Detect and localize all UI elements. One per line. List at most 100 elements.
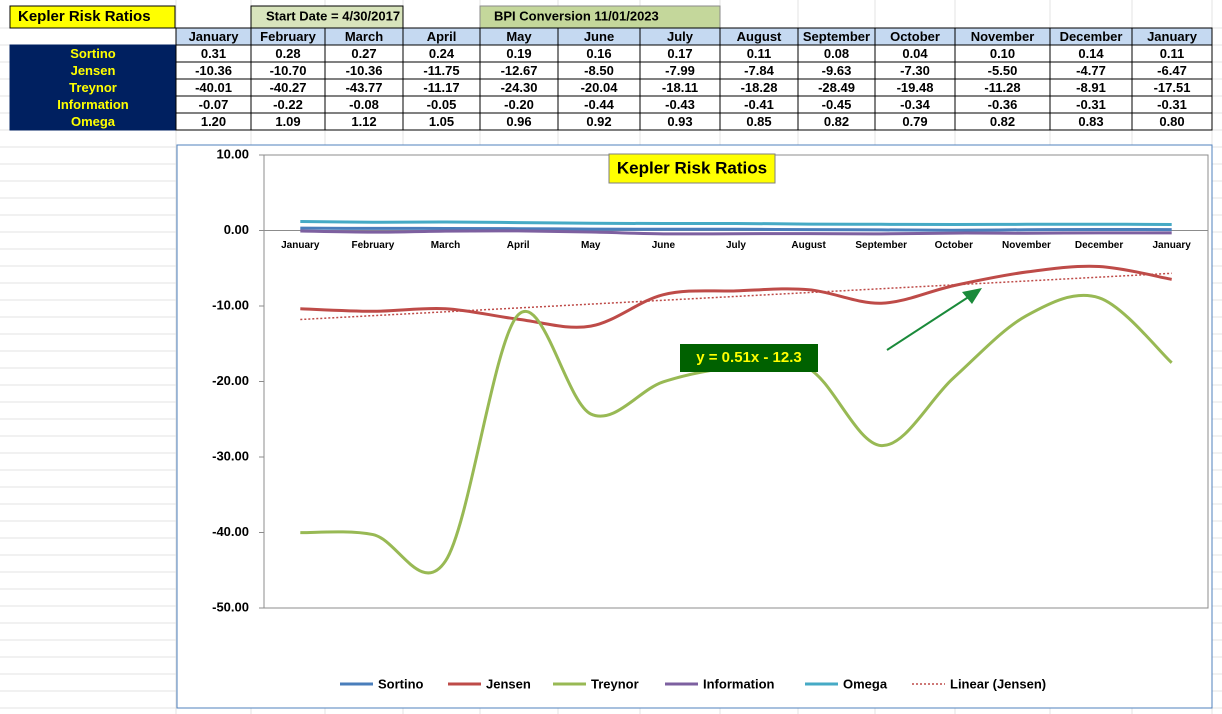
y-tick-label: -50.00 xyxy=(212,599,249,614)
x-tick-label: May xyxy=(581,240,601,251)
cell-value: -7.99 xyxy=(665,63,695,78)
x-tick-label: September xyxy=(855,240,907,251)
cell-value: -8.91 xyxy=(1076,80,1106,95)
column-header: April xyxy=(427,29,457,44)
cell-value: 0.10 xyxy=(990,46,1015,61)
cell-value: -10.36 xyxy=(195,63,232,78)
row-label: Treynor xyxy=(69,80,117,95)
cell-value: -0.43 xyxy=(665,97,695,112)
cell-value: 1.20 xyxy=(201,114,226,129)
conversion: BPI Conversion 11/01/2023 xyxy=(494,8,659,23)
column-header: August xyxy=(737,29,782,44)
cell-value: -40.01 xyxy=(195,80,232,95)
cell-value: -0.08 xyxy=(349,97,379,112)
cell-value: 0.24 xyxy=(429,46,455,61)
cell-value: -18.11 xyxy=(662,80,698,95)
cell-value: 0.82 xyxy=(990,114,1015,129)
title-cell xyxy=(9,5,176,29)
y-tick-label: -30.00 xyxy=(212,448,249,463)
legend-label: Linear (Jensen) xyxy=(950,676,1046,691)
cell-value: -43.77 xyxy=(346,80,383,95)
cell-value: -11.17 xyxy=(423,80,459,95)
chart-title-box xyxy=(608,153,776,184)
cell-value: 0.80 xyxy=(1159,114,1184,129)
cell-value: -8.50 xyxy=(584,63,614,78)
cell-value: -12.67 xyxy=(501,63,538,78)
row-label: Jensen xyxy=(71,63,116,78)
row-label: Sortino xyxy=(70,46,116,61)
cell-value: -0.31 xyxy=(1157,97,1187,112)
cell-value: -4.77 xyxy=(1076,63,1106,78)
x-tick-label: March xyxy=(431,240,460,251)
y-tick-label: -20.00 xyxy=(212,373,249,388)
column-header: December xyxy=(1060,29,1123,44)
x-tick-label: June xyxy=(652,240,676,251)
cell-value: 1.05 xyxy=(429,114,454,129)
y-tick-label: -40.00 xyxy=(212,524,249,539)
x-tick-label: December xyxy=(1075,240,1123,251)
cell-value: -20.04 xyxy=(581,80,619,95)
cell-value: -0.36 xyxy=(988,97,1018,112)
x-tick-label: January xyxy=(281,240,320,251)
arrow-head xyxy=(962,288,982,304)
x-tick-label: January xyxy=(1153,240,1192,251)
cell-value: 0.08 xyxy=(824,46,849,61)
column-header: January xyxy=(1147,29,1198,44)
cell-value: -40.27 xyxy=(270,80,307,95)
x-tick-label: July xyxy=(726,240,746,251)
cell-value: -18.28 xyxy=(741,80,778,95)
cell-value: -28.49 xyxy=(818,80,855,95)
x-tick-label: October xyxy=(935,240,973,251)
cell-value: 1.12 xyxy=(351,114,376,129)
cell-value: -11.75 xyxy=(423,63,459,78)
legend-label: Sortino xyxy=(378,676,424,691)
cell-value: 0.11 xyxy=(1160,46,1185,61)
column-header: July xyxy=(667,29,694,44)
column-header: February xyxy=(260,29,316,44)
x-tick-label: August xyxy=(791,240,826,251)
y-tick-label: 0.00 xyxy=(224,222,249,237)
cell-value: 0.92 xyxy=(586,114,611,129)
row-label: Information xyxy=(57,97,129,112)
cell-value: 1.09 xyxy=(275,114,300,129)
series-line xyxy=(300,264,1172,329)
cell-value: 0.04 xyxy=(902,46,928,61)
series-line xyxy=(300,219,1172,227)
cell-value: -0.20 xyxy=(504,97,534,112)
cell-value: 0.79 xyxy=(902,114,927,129)
column-header: May xyxy=(506,29,532,44)
cell-value: 0.14 xyxy=(1078,46,1104,61)
sheet-title: Kepler Risk Ratios xyxy=(18,8,151,25)
trend-line xyxy=(300,272,1172,321)
column-header: March xyxy=(345,29,383,44)
column-header: September xyxy=(803,29,870,44)
cell-value: 0.85 xyxy=(746,114,771,129)
x-tick-label: April xyxy=(507,240,530,251)
cell-value: 0.83 xyxy=(1078,114,1103,129)
cell-value: -0.44 xyxy=(584,97,614,112)
cell-value: -9.63 xyxy=(822,63,852,78)
cell-value: -0.34 xyxy=(900,97,930,112)
cell-value: -7.30 xyxy=(900,63,930,78)
cell-value: -5.50 xyxy=(988,63,1018,78)
annotation-box xyxy=(680,344,818,372)
legend-label: Jensen xyxy=(486,676,531,691)
cell-value: 0.17 xyxy=(667,46,692,61)
cell-value: 0.27 xyxy=(351,46,376,61)
start-date: Start Date = 4/30/2017 xyxy=(266,8,400,23)
chart-title: Kepler Risk Ratios xyxy=(617,158,767,177)
cell-value: -11.28 xyxy=(984,80,1020,95)
column-header: October xyxy=(890,29,940,44)
data-cell xyxy=(1131,112,1213,131)
x-tick-label: February xyxy=(352,240,395,251)
chart: 10.00 0.00 -10.00 -20.00 -30.00 -40.00 -50.00 J… xyxy=(212,146,1208,691)
cell-value: -0.45 xyxy=(822,97,852,112)
column-header: November xyxy=(971,29,1035,44)
x-tick-label: November xyxy=(1002,240,1051,251)
legend-label: Treynor xyxy=(591,676,639,691)
cell-value: 0.19 xyxy=(506,46,531,61)
y-tick-label: -10.00 xyxy=(212,297,249,312)
cell-value: -0.05 xyxy=(427,97,457,112)
annotation: y = 0.51x - 12.3 xyxy=(696,349,802,366)
column-header: June xyxy=(584,29,614,44)
